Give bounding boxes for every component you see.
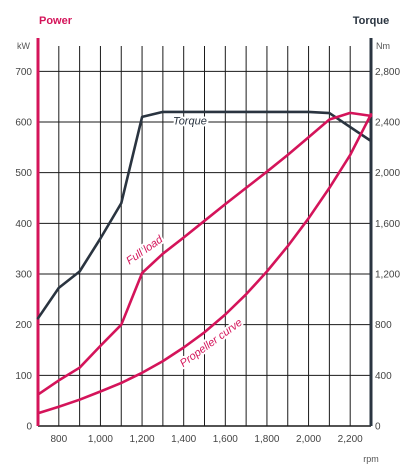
x-tick-label: 1,600 — [213, 434, 238, 445]
right-tick-label: 800 — [375, 320, 392, 331]
left-axis-unit: kW — [17, 41, 31, 51]
left-tick-label: 400 — [15, 219, 32, 230]
x-tick-label: 2,200 — [338, 434, 363, 445]
labels: Power Torque kW Nm rpm 0 100 200 300 400 500 6… — [15, 15, 400, 464]
x-tick-label: 1,800 — [254, 434, 279, 445]
series-label-torque: Torque — [173, 116, 207, 128]
right-tick-label: 400 — [375, 371, 392, 382]
x-tick-label: 1,400 — [171, 434, 196, 445]
left-tick-label: 700 — [15, 67, 32, 78]
x-tick-label: 1,200 — [130, 434, 155, 445]
left-tick-label: 600 — [15, 118, 32, 129]
x-tick-label: 1,000 — [88, 434, 113, 445]
right-tick-label: 1,200 — [375, 270, 400, 281]
x-axis-unit: rpm — [363, 454, 379, 464]
left-tick-label: 500 — [15, 168, 32, 179]
series-label-halo: Torque — [173, 116, 207, 128]
series — [36, 110, 373, 415]
right-tick-label: 2,400 — [375, 118, 400, 129]
series-line-propeller-curve — [36, 113, 373, 415]
series-label-full-load: Full load — [124, 233, 166, 267]
right-axis-unit: Nm — [376, 41, 390, 51]
right-tick-label: 2,800 — [375, 67, 400, 78]
right-tick-label: 2,000 — [375, 168, 400, 179]
left-tick-label: 0 — [26, 422, 32, 433]
left-tick-label: 300 — [15, 270, 32, 281]
grid — [38, 46, 371, 427]
left-tick-label: 200 — [15, 320, 32, 331]
right-axis-title: Torque — [353, 15, 389, 27]
right-tick-label: 1,600 — [375, 219, 400, 230]
left-axis-title: Power — [39, 15, 73, 27]
x-tick-label: 2,000 — [296, 434, 321, 445]
right-tick-label: 0 — [375, 422, 381, 433]
x-tick-label: 800 — [50, 434, 67, 445]
series-line-full-load — [36, 111, 373, 396]
axes — [36, 38, 373, 426]
series-line-torque — [36, 110, 373, 320]
left-tick-label: 100 — [15, 371, 32, 382]
